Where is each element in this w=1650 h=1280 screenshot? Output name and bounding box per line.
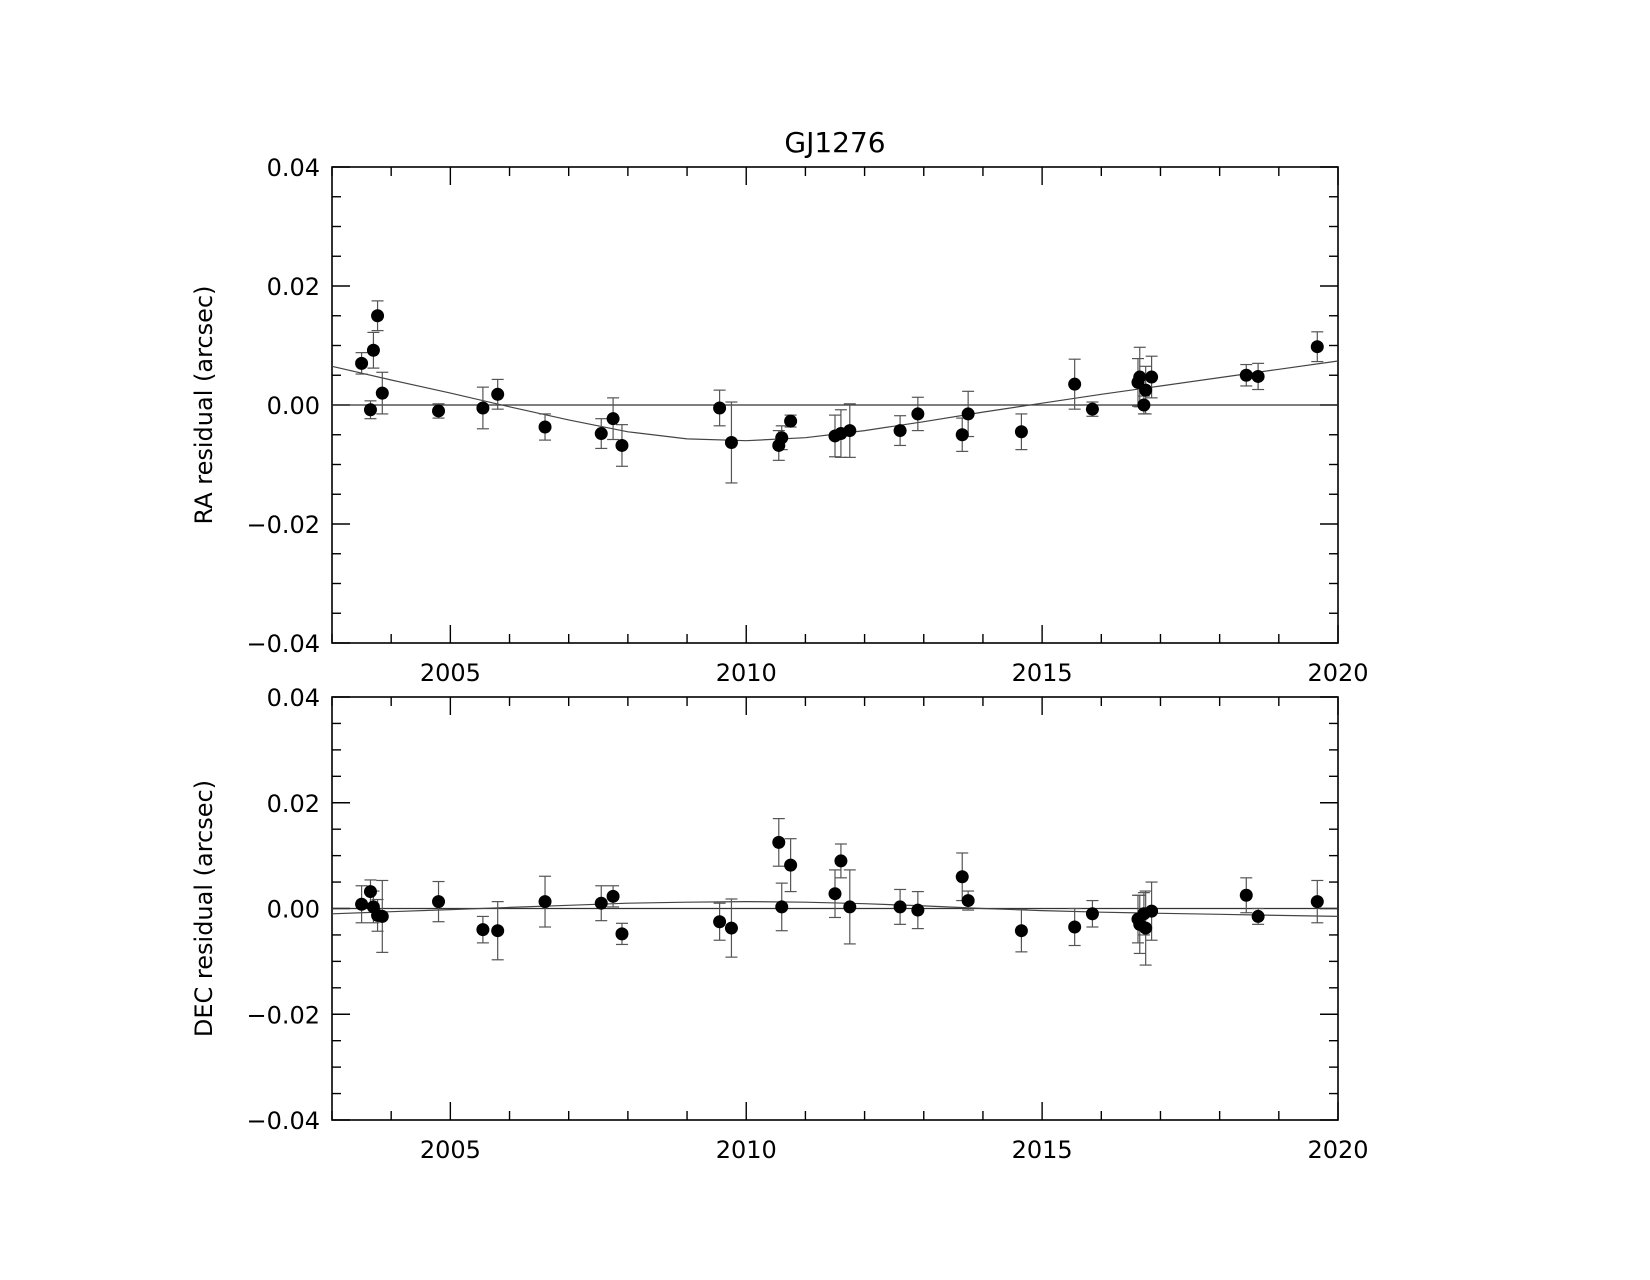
- data-point: [1251, 909, 1265, 923]
- data-point: [1068, 377, 1082, 391]
- data-point: [538, 420, 552, 434]
- data-point: [538, 895, 552, 909]
- x-tick-label: 2005: [420, 1136, 481, 1164]
- data-point: [476, 401, 490, 415]
- data-point: [355, 897, 369, 911]
- data-point: [1014, 425, 1028, 439]
- data-point: [363, 403, 377, 417]
- data-point: [606, 412, 620, 426]
- x-tick-label: 2020: [1307, 659, 1368, 687]
- y-tick-label: −0.04: [246, 1107, 320, 1135]
- ra-residual-panel: 0.04 0.02 0.00 −0.02 −0.04 2005 2010 2015 2020 RA…: [190, 126, 1369, 687]
- data-point: [375, 909, 389, 923]
- data-point: [1145, 904, 1159, 918]
- data-point: [476, 923, 490, 937]
- data-point: [713, 401, 727, 415]
- data-point: [1251, 369, 1265, 383]
- data-point: [1310, 895, 1324, 909]
- data-point: [828, 887, 842, 901]
- data-point: [1139, 383, 1153, 397]
- data-point: [1310, 340, 1324, 354]
- data-point: [363, 885, 377, 899]
- data-point: [1239, 368, 1253, 382]
- data-point: [961, 894, 975, 908]
- data-point: [432, 895, 446, 909]
- data-point: [1085, 402, 1099, 416]
- data-point: [594, 896, 608, 910]
- data-point: [724, 921, 738, 935]
- x-tick-label: 2015: [1012, 659, 1073, 687]
- data-point: [893, 424, 907, 438]
- data-point: [784, 414, 798, 428]
- data-point: [1145, 370, 1159, 384]
- y-tick-label: 0.04: [267, 684, 320, 712]
- data-point: [1137, 398, 1151, 412]
- y-tick-label: 0.00: [267, 896, 320, 924]
- data-point: [911, 903, 925, 917]
- data-point: [615, 438, 629, 452]
- data-point: [1239, 888, 1253, 902]
- data-point: [713, 915, 727, 929]
- data-point: [843, 424, 857, 438]
- y-axis-label: RA residual (arcsec): [190, 286, 218, 525]
- data-point: [366, 343, 380, 357]
- y-tick-label: 0.00: [267, 392, 320, 420]
- y-tick-label: 0.02: [267, 790, 320, 818]
- data-point: [594, 427, 608, 441]
- data-point: [955, 428, 969, 442]
- y-axis-label: DEC residual (arcsec): [190, 780, 218, 1037]
- data-point: [772, 835, 786, 849]
- y-tick-label: 0.04: [267, 154, 320, 182]
- x-tick-label: 2020: [1307, 1136, 1368, 1164]
- x-tick-label: 2010: [716, 1136, 777, 1164]
- x-tick-label: 2015: [1012, 1136, 1073, 1164]
- data-point: [1068, 920, 1082, 934]
- y-tick-label: −0.02: [246, 1001, 320, 1029]
- data-point: [955, 870, 969, 884]
- data-point: [491, 387, 505, 401]
- data-point: [784, 858, 798, 872]
- y-tick-label: −0.04: [246, 630, 320, 658]
- data-point: [615, 927, 629, 941]
- data-point: [834, 854, 848, 868]
- y-tick-label: 0.02: [267, 273, 320, 301]
- data-point: [355, 356, 369, 370]
- data-point: [1014, 924, 1028, 938]
- dec-residual-panel: 0.04 0.02 0.00 −0.02 −0.04 2005 2010 2015 2020 DE…: [190, 684, 1369, 1164]
- chart-title: GJ1276: [784, 126, 885, 159]
- data-point: [432, 404, 446, 418]
- data-point: [1085, 907, 1099, 921]
- x-tick-label: 2005: [420, 659, 481, 687]
- data-point: [893, 900, 907, 914]
- y-tick-label: −0.02: [246, 511, 320, 539]
- data-point: [491, 924, 505, 938]
- data-point: [775, 431, 789, 445]
- data-point: [1133, 370, 1147, 384]
- x-tick-label: 2010: [716, 659, 777, 687]
- data-point: [724, 435, 738, 449]
- data-point: [911, 407, 925, 421]
- data-point: [371, 309, 385, 323]
- data-point: [375, 386, 389, 400]
- data-point: [961, 407, 975, 421]
- data-point: [1139, 921, 1153, 935]
- data-point: [775, 900, 789, 914]
- data-point: [606, 889, 620, 903]
- data-point: [843, 900, 857, 914]
